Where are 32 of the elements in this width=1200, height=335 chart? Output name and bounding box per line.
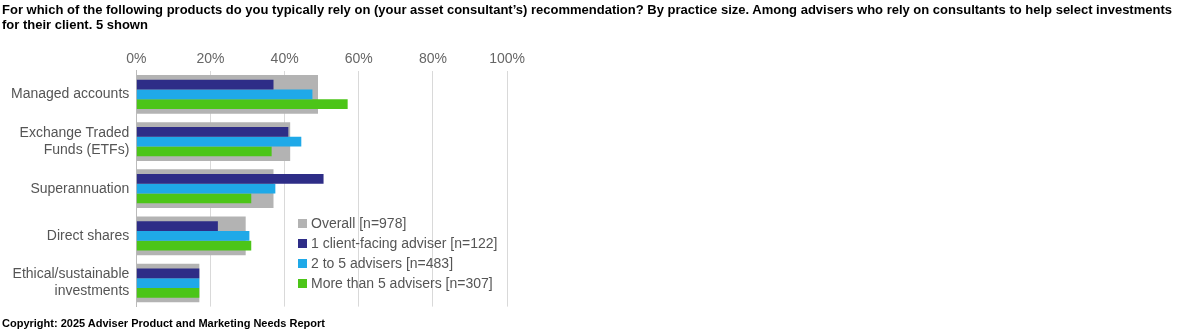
bar xyxy=(136,240,252,251)
y-tick-label: Managed accounts xyxy=(10,85,130,102)
bar xyxy=(136,146,272,157)
y-tick-label: Ethical/sustainable investments xyxy=(12,265,130,299)
bar xyxy=(136,287,200,298)
bar xyxy=(136,89,313,100)
y-tick-label: Direct shares xyxy=(46,226,130,243)
text: Copyright: 2025 Adviser Product and Marketing Needs Report xyxy=(2,317,325,329)
bar xyxy=(136,79,274,90)
legend-label: 2 to 5 advisers [n=483] xyxy=(311,254,454,273)
x-tick-label: 100% xyxy=(489,50,525,67)
bar xyxy=(136,126,289,137)
bar xyxy=(136,193,252,204)
legend-label: More than 5 advisers [n=307] xyxy=(311,274,493,293)
bar xyxy=(136,268,200,279)
x-tick-label: 40% xyxy=(270,50,299,67)
bar xyxy=(136,183,276,194)
x-tick-label: 20% xyxy=(196,50,225,67)
bar xyxy=(136,278,200,288)
bar xyxy=(136,174,324,184)
bar xyxy=(136,230,250,241)
x-tick-label: 60% xyxy=(344,50,373,67)
text: For which of the following products do you typically rely on (your asset consultant’s) recommendation? By practice size. Among advisers who rely on consultants to help select investments for their client. 5 shown xyxy=(2,2,1173,32)
legend-label: Overall [n=978] xyxy=(311,214,407,233)
y-tick-label: Exchange Traded Funds (ETFs) xyxy=(19,124,130,157)
bar xyxy=(136,221,218,231)
x-tick-label: 0% xyxy=(126,50,147,67)
bar xyxy=(136,136,302,147)
bar xyxy=(136,99,348,109)
legend-label: 1 client-facing adviser [n=122] xyxy=(311,234,498,253)
y-tick-label: Superannuation xyxy=(30,179,130,196)
x-tick-label: 80% xyxy=(418,50,447,67)
